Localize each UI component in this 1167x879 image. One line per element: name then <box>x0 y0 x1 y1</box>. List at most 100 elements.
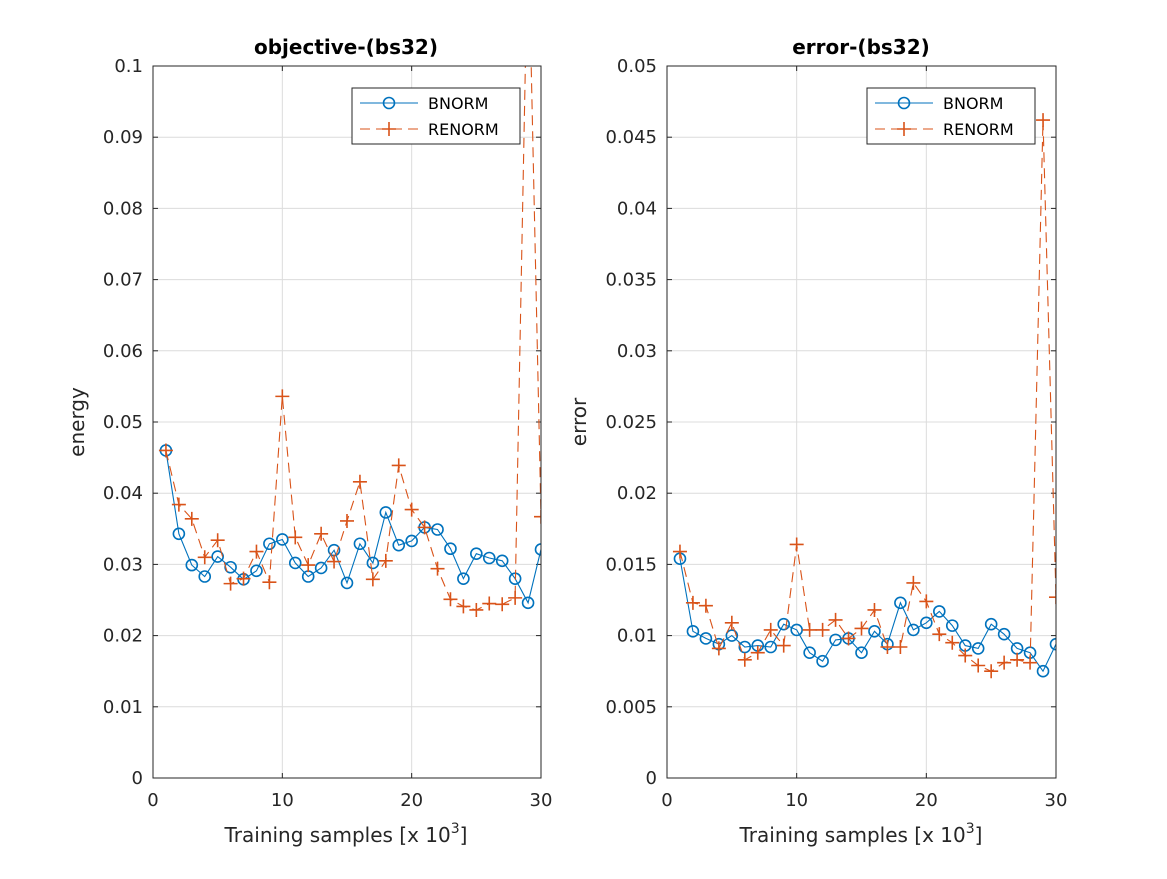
objective-plot: objective-(bs32) energy Training samples… <box>65 35 553 847</box>
axis-ticks: 0 0.01 0.02 0.03 0.04 0.05 0.06 0.07 0.08 0.09 0.1… <box>103 56 553 811</box>
data-point <box>158 443 173 458</box>
data-point <box>893 639 908 654</box>
x-axis-label-close: ] <box>975 823 983 847</box>
x-axis-label-exponent: 3 <box>451 821 460 837</box>
data-point <box>1023 655 1038 670</box>
plot-title: error-(bs32) <box>792 35 930 59</box>
data-point <box>971 658 986 673</box>
data-point <box>198 570 212 583</box>
y-axis-label: energy <box>65 387 89 457</box>
data-point <box>984 664 999 679</box>
data-point <box>919 594 934 609</box>
x-tick-label: 20 <box>400 790 423 811</box>
data-point <box>379 506 393 519</box>
y-tick-label: 0 <box>132 768 143 789</box>
y-tick-label: 0.04 <box>103 483 143 504</box>
data-point <box>171 497 186 512</box>
data-point <box>764 640 778 654</box>
data-point <box>932 627 947 642</box>
data-point <box>197 550 212 565</box>
data-point <box>829 633 842 647</box>
data-point <box>711 641 726 656</box>
data-point <box>224 560 237 574</box>
data-point <box>340 513 354 528</box>
x-tick-label: 10 <box>785 790 808 811</box>
x-axis-label-exponent: 3 <box>966 821 975 837</box>
axes-frame <box>152 65 542 779</box>
data-point <box>738 640 752 654</box>
series-line <box>679 558 1056 673</box>
data-point <box>391 458 406 473</box>
data-point <box>958 648 973 663</box>
x-tick-label: 0 <box>661 790 672 811</box>
y-tick-label: 0.045 <box>605 127 657 148</box>
data-point <box>803 646 816 659</box>
legend-label: RENORM <box>943 120 1014 139</box>
data-point <box>737 652 752 667</box>
data-point <box>211 550 224 563</box>
y-tick-label: 0.08 <box>103 198 143 219</box>
y-tick-label: 0.1 <box>114 56 143 77</box>
data-point <box>920 616 933 630</box>
data-point <box>789 537 804 552</box>
data-point <box>262 575 277 590</box>
data-point <box>521 596 535 610</box>
data-point <box>763 622 778 637</box>
y-tick-label: 0.07 <box>103 270 143 291</box>
legend: BNORM RENORM <box>866 87 1036 145</box>
legend-marker <box>382 96 396 110</box>
data-point <box>444 542 457 556</box>
y-tick-label: 0.03 <box>103 554 143 575</box>
data-point <box>907 623 920 637</box>
data-point <box>172 527 186 541</box>
x-tick-label: 10 <box>271 790 294 811</box>
data-point <box>443 592 458 607</box>
data-point <box>430 561 445 576</box>
data-point <box>1036 113 1051 128</box>
data-point <box>495 554 509 568</box>
data-point <box>378 553 393 568</box>
data-point <box>352 474 367 489</box>
error-plot: error-(bs32) error Training samples [x 1… <box>567 35 1067 847</box>
data-point <box>184 511 199 526</box>
data-point <box>276 533 289 546</box>
data-point <box>790 623 803 637</box>
data-point <box>750 645 765 660</box>
legend-marker <box>897 122 911 136</box>
legend: BNORM RENORM <box>351 87 521 145</box>
y-tick-label: 0.035 <box>605 270 657 291</box>
series-line <box>165 450 541 605</box>
data-point <box>314 526 329 541</box>
x-tick-label: 30 <box>1045 790 1068 811</box>
data-point <box>867 602 882 617</box>
legend-label: RENORM <box>428 120 499 139</box>
x-tick-label: 0 <box>147 790 158 811</box>
x-tick-label: 20 <box>915 790 938 811</box>
data-point <box>249 544 264 559</box>
data-point <box>353 537 367 551</box>
series-renorm <box>158 66 541 617</box>
data-point <box>894 596 907 610</box>
data-point <box>855 646 868 659</box>
y-tick-label: 0.09 <box>103 127 143 148</box>
data-point <box>815 622 830 637</box>
data-point <box>508 590 523 605</box>
data-point <box>470 547 483 561</box>
data-point <box>1036 664 1050 678</box>
data-point <box>534 509 541 524</box>
data-point <box>971 642 985 655</box>
x-axis-label: Training samples [x 103] <box>739 821 983 847</box>
x-axis-label-close: ] <box>460 823 468 847</box>
legend-box <box>866 87 1036 145</box>
data-point <box>698 598 713 613</box>
data-point <box>880 639 895 654</box>
y-tick-label: 0.05 <box>103 412 143 433</box>
data-point <box>482 596 497 611</box>
data-point <box>417 520 432 535</box>
data-point <box>431 523 444 536</box>
data-point <box>210 533 225 548</box>
legend-label: BNORM <box>943 94 1003 113</box>
data-point <box>405 534 418 548</box>
